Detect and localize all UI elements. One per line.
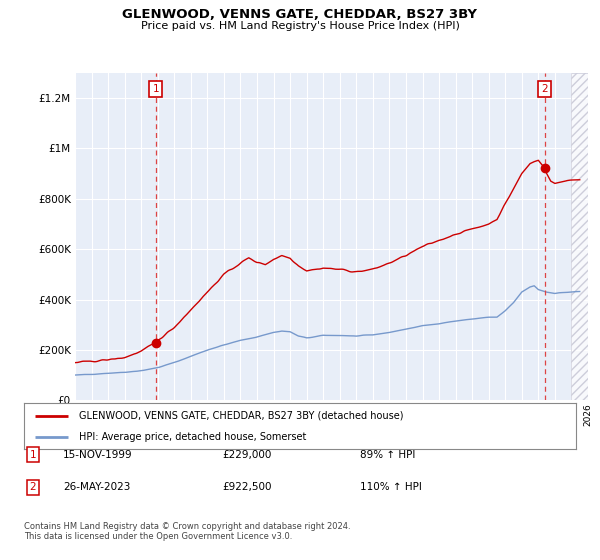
Text: HPI: Average price, detached house, Somerset: HPI: Average price, detached house, Some…: [79, 432, 307, 442]
Text: Contains HM Land Registry data © Crown copyright and database right 2024.
This d: Contains HM Land Registry data © Crown c…: [24, 522, 350, 542]
Text: 15-NOV-1999: 15-NOV-1999: [63, 450, 133, 460]
Text: 2: 2: [29, 482, 37, 492]
Text: 1: 1: [29, 450, 37, 460]
Text: GLENWOOD, VENNS GATE, CHEDDAR, BS27 3BY: GLENWOOD, VENNS GATE, CHEDDAR, BS27 3BY: [122, 8, 478, 21]
Text: 26-MAY-2023: 26-MAY-2023: [63, 482, 130, 492]
Text: GLENWOOD, VENNS GATE, CHEDDAR, BS27 3BY (detached house): GLENWOOD, VENNS GATE, CHEDDAR, BS27 3BY …: [79, 410, 404, 421]
Text: 89% ↑ HPI: 89% ↑ HPI: [360, 450, 415, 460]
Text: 2: 2: [541, 84, 548, 94]
Text: Price paid vs. HM Land Registry's House Price Index (HPI): Price paid vs. HM Land Registry's House …: [140, 21, 460, 31]
Text: 1: 1: [152, 84, 159, 94]
Text: 110% ↑ HPI: 110% ↑ HPI: [360, 482, 422, 492]
Text: £922,500: £922,500: [222, 482, 271, 492]
Text: £229,000: £229,000: [222, 450, 271, 460]
